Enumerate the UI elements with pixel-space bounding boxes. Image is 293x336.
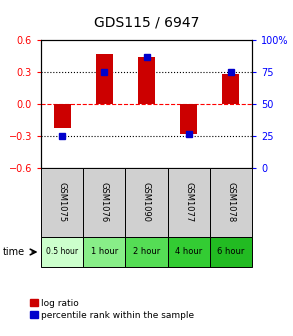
Bar bbox=[125, 237, 168, 267]
Bar bbox=[96, 54, 113, 104]
Text: GSM1077: GSM1077 bbox=[184, 182, 193, 222]
Text: 1 hour: 1 hour bbox=[91, 248, 118, 256]
Text: GDS115 / 6947: GDS115 / 6947 bbox=[94, 15, 199, 29]
Text: GSM1090: GSM1090 bbox=[142, 182, 151, 222]
Bar bbox=[210, 237, 252, 267]
Bar bbox=[41, 237, 83, 267]
Bar bbox=[83, 168, 125, 237]
Bar bbox=[168, 168, 210, 237]
Bar bbox=[180, 104, 197, 134]
Text: 0.5 hour: 0.5 hour bbox=[46, 248, 78, 256]
Text: GSM1075: GSM1075 bbox=[58, 182, 67, 222]
Text: 2 hour: 2 hour bbox=[133, 248, 160, 256]
Bar bbox=[210, 168, 252, 237]
Text: GSM1076: GSM1076 bbox=[100, 182, 109, 222]
Text: 4 hour: 4 hour bbox=[175, 248, 202, 256]
Bar bbox=[41, 168, 83, 237]
Bar bbox=[222, 74, 239, 104]
Bar bbox=[125, 168, 168, 237]
Text: GSM1078: GSM1078 bbox=[226, 182, 235, 222]
Text: 6 hour: 6 hour bbox=[217, 248, 245, 256]
Bar bbox=[168, 237, 210, 267]
Bar bbox=[83, 237, 125, 267]
Bar bbox=[54, 104, 71, 128]
Legend: log ratio, percentile rank within the sample: log ratio, percentile rank within the sa… bbox=[28, 297, 196, 322]
Text: time: time bbox=[3, 247, 25, 257]
Bar bbox=[138, 57, 155, 104]
